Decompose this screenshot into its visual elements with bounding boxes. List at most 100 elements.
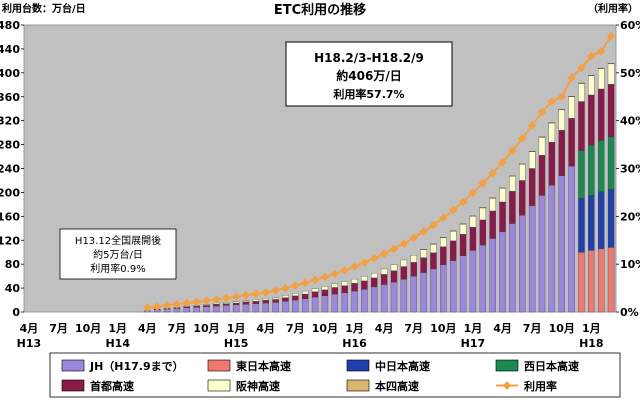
bar-segment-jh-0-49 — [509, 223, 516, 313]
bar-segment-jh-3-43 — [449, 230, 457, 232]
bar-segment-split-0-0 — [578, 252, 585, 313]
legend-label-3: 西日本高速 — [524, 359, 579, 373]
left-tick-label-9: 360 — [0, 91, 20, 104]
x-month-label-2: 10月 — [75, 322, 101, 335]
x-month-label-16: 4月 — [493, 322, 512, 335]
usage-rate-point-14 — [281, 283, 290, 293]
bar-segment-split-4-0 — [578, 83, 585, 102]
bar-segment-jh-0-54 — [558, 175, 565, 313]
bar-segment-jh-3-46 — [479, 207, 487, 209]
bar-segment-jh-3-52 — [538, 136, 546, 138]
x-month-label-18: 10月 — [549, 322, 575, 335]
bar-segment-jh-0-31 — [331, 293, 339, 313]
bar-segment-jh-0-25 — [272, 302, 279, 313]
bar-segment-jh-1-40 — [420, 257, 427, 273]
x-month-label-13: 7月 — [404, 322, 423, 335]
annotation-h13: H13.12全国展開後 約5万台/日 利用率0.9% — [59, 228, 177, 280]
bar-segment-jh-0-30 — [321, 295, 329, 313]
usage-rate-point-2 — [162, 301, 172, 310]
bar-segment-jh-0-19 — [213, 305, 220, 313]
bar-segment-jh-1-30 — [321, 289, 329, 297]
bar-segment-jh-1-27 — [292, 295, 299, 301]
bar-segment-jh-1-36 — [380, 274, 388, 285]
bar-segment-jh-2-41 — [430, 244, 437, 253]
usage-rate-point-12 — [261, 288, 270, 297]
usage-rate-point-9 — [231, 292, 241, 301]
bar-segment-jh-3-50 — [519, 163, 526, 165]
bar-segment-jh-0-21 — [232, 304, 240, 313]
bar-segment-split-3-2 — [597, 88, 605, 141]
usage-rate-point-1 — [152, 302, 162, 311]
bar-segment-jh-0-16 — [183, 307, 191, 313]
bar-segment-jh-0-47 — [489, 238, 496, 313]
bar-segment-jh-2-33 — [351, 278, 358, 284]
bar-segment-jh-1-29 — [311, 291, 319, 298]
left-tick-label-12: 480 — [0, 19, 20, 32]
annotation-h13-line3: 利用率0.9% — [90, 262, 145, 275]
usage-rate-point-29 — [429, 220, 438, 230]
usage-rate-point-33 — [468, 188, 478, 198]
bar-segment-jh-0-20 — [223, 305, 230, 313]
bar-segment-jh-0-52 — [538, 195, 546, 313]
bar-segment-jh-2-23 — [252, 299, 260, 302]
bar-segment-jh-2-27 — [292, 293, 299, 297]
usage-rate-point-20 — [340, 266, 349, 275]
bar-segment-jh-1-51 — [528, 168, 536, 206]
bar-segment-jh-2-20 — [223, 302, 230, 304]
bar-segment-jh-2-43 — [449, 231, 457, 241]
legend-swatch-1 — [207, 359, 231, 372]
bar-segment-jh-1-34 — [361, 280, 368, 290]
bar-segment-jh-0-26 — [282, 301, 289, 313]
bar-segment-jh-1-45 — [469, 226, 477, 251]
bar-segment-jh-3-47 — [489, 197, 496, 199]
usage-rate-point-19 — [330, 269, 340, 278]
usage-rate-point-17 — [310, 275, 320, 285]
x-year-label-1: H14 — [105, 337, 130, 350]
bars-layer — [144, 63, 615, 313]
bar-segment-jh-0-41 — [430, 268, 437, 313]
usage-rate-point-10 — [241, 291, 251, 300]
bar-segment-split-4-3 — [607, 63, 615, 85]
bar-segment-jh-1-33 — [351, 283, 358, 292]
bar-segment-jh-1-24 — [262, 299, 269, 304]
annotation-h13-line1: H13.12全国展開後 — [75, 234, 161, 247]
right-tick-label-3: 30% — [620, 163, 640, 176]
x-month-label-14: 10月 — [430, 322, 456, 335]
annotation-h18-line2: 約406万/日 — [336, 68, 401, 83]
bar-segment-jh-0-29 — [311, 296, 319, 313]
usage-rate-point-6 — [202, 296, 211, 305]
legend-label-6: 本四高速 — [375, 379, 419, 393]
bar-segment-jh-0-51 — [528, 205, 536, 313]
bar-segment-jh-2-53 — [548, 122, 556, 143]
usage-rate-point-3 — [172, 300, 182, 309]
bar-segment-split-1-0 — [578, 198, 585, 253]
bar-segment-jh-1-38 — [400, 266, 408, 280]
bar-segment-jh-0-17 — [193, 307, 200, 313]
right-tick-label-0: 0% — [620, 306, 639, 319]
x-month-label-15: 1月 — [464, 322, 483, 335]
x-month-label-4: 4月 — [138, 322, 157, 335]
usage-rate-point-18 — [320, 272, 330, 282]
bar-segment-jh-0-44 — [459, 255, 467, 313]
bar-segment-jh-0-37 — [390, 281, 398, 313]
bar-segment-jh-2-18 — [203, 304, 210, 306]
bar-segment-jh-0-53 — [548, 185, 556, 313]
legend-swatch-0 — [61, 359, 85, 372]
bar-segment-jh-0-22 — [242, 304, 250, 313]
bar-segment-jh-1-55 — [568, 118, 575, 167]
usage-rate-point-8 — [222, 293, 231, 303]
annotation-h18-line3: 利用率57.7% — [333, 87, 404, 101]
x-month-label-0: 4月 — [20, 322, 39, 335]
left-tick-label-4: 160 — [0, 210, 20, 223]
bar-segment-jh-1-23 — [252, 301, 260, 304]
bar-segment-jh-0-35 — [371, 286, 378, 313]
bar-segment-jh-0-15 — [173, 308, 181, 313]
legend-label-0: JH（H17.9まで） — [89, 360, 184, 373]
x-month-label-8: 4月 — [256, 322, 275, 335]
right-tick-label-4: 40% — [620, 115, 640, 128]
bar-segment-jh-1-21 — [232, 302, 240, 305]
bar-segment-jh-3-49 — [509, 175, 516, 177]
bar-segment-jh-0-43 — [449, 260, 457, 313]
bar-segment-jh-1-49 — [509, 191, 516, 224]
